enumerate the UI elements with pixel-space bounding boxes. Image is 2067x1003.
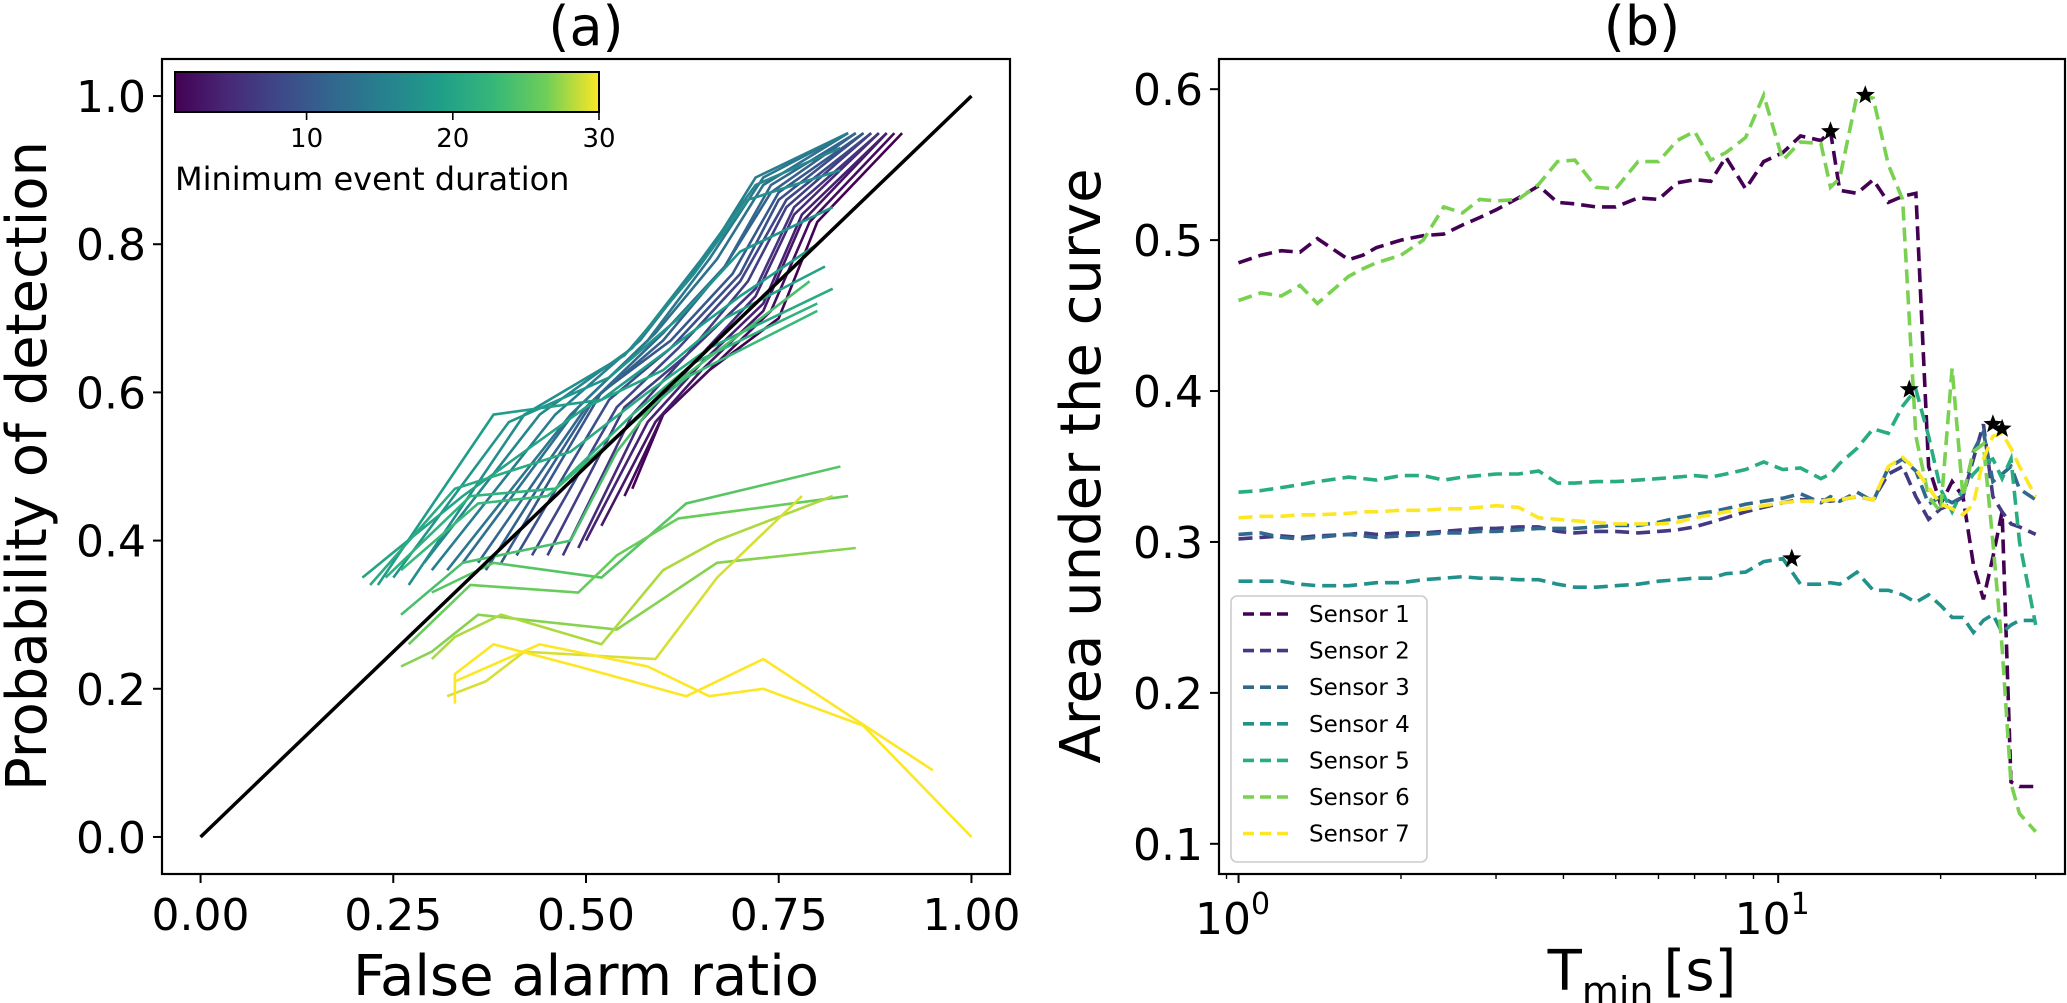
- colorbar: 10 20 30 Minimum event duration: [174, 71, 616, 198]
- y-tick-label: 0.4: [1133, 367, 1203, 418]
- roc-curve: [453, 642, 934, 772]
- panel-b-xlabel-main: T: [1547, 939, 1583, 1003]
- best-marker-star-icon: [1855, 85, 1875, 104]
- panel-b-xlabel-unit: [s]: [1664, 939, 1737, 1003]
- y-tick-label: 0.3: [1133, 518, 1203, 569]
- panel-b-xlabel-sub: min: [1582, 969, 1654, 1003]
- legend-label: Sensor 5: [1309, 748, 1410, 774]
- y-tick-label: 0.6: [1133, 65, 1203, 116]
- roc-curve: [407, 494, 849, 646]
- legend-label: Sensor 1: [1309, 602, 1410, 628]
- y-tick-label: 0.1: [1133, 820, 1203, 871]
- y-tick-label: 0.4: [76, 517, 146, 568]
- roc-curve: [454, 642, 973, 838]
- roc-curve: [369, 287, 834, 586]
- roc-curve: [446, 131, 849, 572]
- x-tick-label: 0.25: [344, 890, 442, 941]
- panel-b-best-markers: [1782, 85, 2012, 567]
- series-line-sensor-5: [1238, 385, 2038, 626]
- x-tick-label: 0.75: [730, 890, 828, 941]
- roc-curve: [400, 546, 856, 668]
- series-line-sensor-4: [1238, 556, 2036, 636]
- series-line-sensor-7: [1238, 431, 2038, 526]
- roc-curve: [431, 465, 841, 594]
- panel-b: (b) 100 101 0.1 0.2 0.3 0.4 0.5 0.6 Tmin [s] Ar…: [1049, 0, 2067, 1003]
- panel-a-xlabel: False alarm ratio: [353, 944, 819, 1003]
- y-tick-label: 0.6: [76, 368, 146, 419]
- legend-label: Sensor 4: [1309, 712, 1410, 738]
- panel-a: (a) 0.00 0.25 0.50 0.75 1.00 0.0 0.2 0.4 0.6 0.8…: [0, 0, 1020, 1003]
- x-tick-label: 1.00: [922, 890, 1020, 941]
- roc-curve: [407, 168, 841, 586]
- panel-b-series-group: [1237, 89, 2038, 833]
- best-marker-star-icon: [1992, 418, 2012, 437]
- series-line-sensor-6: [1237, 89, 2038, 833]
- y-tick-label: 0.5: [1133, 216, 1203, 267]
- roc-curve: [515, 132, 865, 557]
- panel-a-reference-line: [199, 94, 973, 839]
- x-tick-label: 101: [1735, 887, 1810, 945]
- roc-curve: [400, 280, 811, 616]
- panel-b-xlabel: Tmin [s]: [1547, 939, 1737, 1003]
- colorbar-gradient: [174, 71, 600, 113]
- panel-a-ylabel: Probability of detection: [0, 141, 60, 791]
- roc-curve: [484, 132, 857, 571]
- roc-curve: [392, 206, 834, 579]
- legend: Sensor 1 Sensor 2 Sensor 3 Sensor 4 Sensor 5…: [1230, 595, 1428, 863]
- panel-b-title: (b): [1604, 0, 1680, 58]
- best-marker-star-icon: [1821, 121, 1840, 140]
- series-line-sensor-3: [1238, 426, 2037, 541]
- x-tick-label: 0.50: [537, 890, 635, 941]
- panel-b-yticks: 0.1 0.2 0.3 0.4 0.5 0.6: [1133, 65, 1219, 871]
- roc-curve: [500, 132, 865, 564]
- y-tick-label: 1.0: [76, 72, 146, 123]
- roc-curve: [361, 265, 826, 579]
- roc-curve: [400, 309, 818, 572]
- colorbar-ticks: 10 20 30: [290, 112, 616, 154]
- x-tick-label: 0.00: [152, 890, 250, 941]
- roc-curve: [584, 132, 888, 542]
- roc-curve: [376, 243, 819, 586]
- y-tick-label: 0.2: [1133, 669, 1203, 720]
- colorbar-tick-label: 30: [582, 124, 615, 154]
- legend-label: Sensor 2: [1309, 639, 1410, 665]
- panel-a-title: (a): [548, 0, 623, 58]
- colorbar-tick-label: 20: [436, 124, 469, 154]
- y-tick-label: 0.2: [76, 665, 146, 716]
- roc-curve: [546, 132, 873, 556]
- best-marker-star-icon: [1899, 379, 1919, 398]
- colorbar-label: Minimum event duration: [175, 160, 569, 198]
- legend-label: Sensor 7: [1309, 822, 1410, 848]
- roc-curve: [577, 132, 880, 549]
- best-marker-star-icon: [1983, 414, 2003, 433]
- roc-curve: [530, 132, 873, 557]
- legend-label: Sensor 3: [1309, 675, 1410, 701]
- colorbar-tick-label: 10: [290, 124, 323, 154]
- panel-a-yticks: 0.0 0.2 0.4 0.6 0.8 1.0: [76, 72, 162, 864]
- roc-curve: [423, 146, 841, 564]
- panel-b-ylabel: Area under the curve: [1049, 168, 1114, 763]
- y-tick-label: 0.0: [76, 813, 146, 864]
- x-tick-label: 100: [1195, 887, 1270, 945]
- best-marker-star-icon: [1782, 548, 1802, 567]
- legend-label: Sensor 6: [1309, 785, 1410, 811]
- roc-curve: [430, 494, 834, 661]
- series-line-sensor-1: [1237, 127, 2036, 789]
- panel-b-xticks: 100 101: [1195, 874, 2037, 945]
- panel-a-series-group: [361, 131, 973, 838]
- y-tick-label: 0.8: [76, 220, 146, 271]
- series-line-sensor-2: [1238, 423, 2037, 541]
- panel-b-axes-frame: [1217, 57, 2067, 876]
- panel-a-xticks: 0.00 0.25 0.50 0.75 1.00: [152, 874, 1020, 941]
